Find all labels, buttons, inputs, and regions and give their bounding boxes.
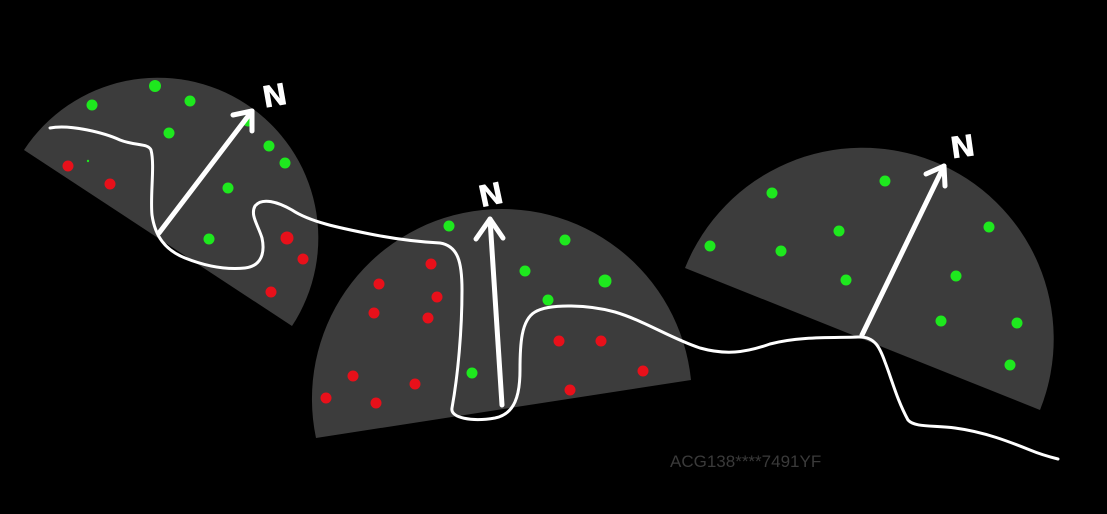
- green-dot: [542, 294, 554, 306]
- green-dot: [598, 274, 612, 288]
- red-dot: [425, 258, 437, 270]
- green-dot: [1011, 317, 1023, 329]
- green-dot: [184, 95, 196, 107]
- green-dot: [203, 233, 215, 245]
- red-dot: [564, 384, 576, 396]
- red-dot: [297, 253, 309, 265]
- red-dot: [553, 335, 565, 347]
- green-dot: [983, 221, 995, 233]
- green-dot: [704, 240, 716, 252]
- green-dot: [1004, 359, 1016, 371]
- dome-middle: N: [311, 176, 691, 438]
- green-dot: [86, 159, 90, 163]
- red-dot: [280, 231, 294, 245]
- dome-right-green-dots: [704, 175, 1023, 371]
- green-dot: [149, 80, 161, 92]
- green-dot: [519, 265, 531, 277]
- dome-middle-green-dots: [443, 220, 612, 379]
- red-dot: [637, 365, 649, 377]
- red-dot: [104, 178, 116, 190]
- red-dot: [347, 370, 359, 382]
- red-dot: [595, 335, 607, 347]
- red-dot: [265, 286, 277, 298]
- green-dot: [950, 270, 962, 282]
- north-label-right: N: [948, 128, 978, 166]
- watermark: ACG138****7491YF: [670, 452, 821, 471]
- red-dot: [409, 378, 421, 390]
- north-arrow-middle: [473, 216, 506, 408]
- green-dot: [222, 182, 234, 194]
- red-dot: [431, 291, 443, 303]
- red-dot: [422, 312, 434, 324]
- green-dot: [86, 99, 98, 111]
- green-dot: [466, 367, 478, 379]
- green-dot: [833, 225, 845, 237]
- red-dot: [373, 278, 385, 290]
- green-dot: [840, 274, 852, 286]
- green-dot: [163, 127, 175, 139]
- north-label-left: N: [259, 77, 290, 116]
- red-dot: [368, 307, 380, 319]
- green-dot: [559, 234, 571, 246]
- green-dot: [766, 187, 778, 199]
- dome-left: N: [24, 77, 319, 326]
- dome-right: N: [685, 128, 1054, 410]
- dome-right-shape: [685, 147, 1054, 410]
- red-dot: [370, 397, 382, 409]
- dome-left-shape: [24, 77, 319, 326]
- green-dot: [935, 315, 947, 327]
- river: [48, 125, 1060, 461]
- green-dot: [775, 245, 787, 257]
- north-arrow-right: [859, 163, 948, 338]
- red-dot: [320, 392, 332, 404]
- dome-left-red-dots: [62, 160, 309, 298]
- green-dot: [279, 157, 291, 169]
- north-arrow-left: [156, 108, 255, 236]
- dome-middle-red-dots: [320, 258, 649, 409]
- red-dot: [62, 160, 74, 172]
- green-dot: [263, 140, 275, 152]
- dome-middle-shape: [311, 208, 691, 438]
- green-dot: [879, 175, 891, 187]
- green-dot: [443, 220, 455, 232]
